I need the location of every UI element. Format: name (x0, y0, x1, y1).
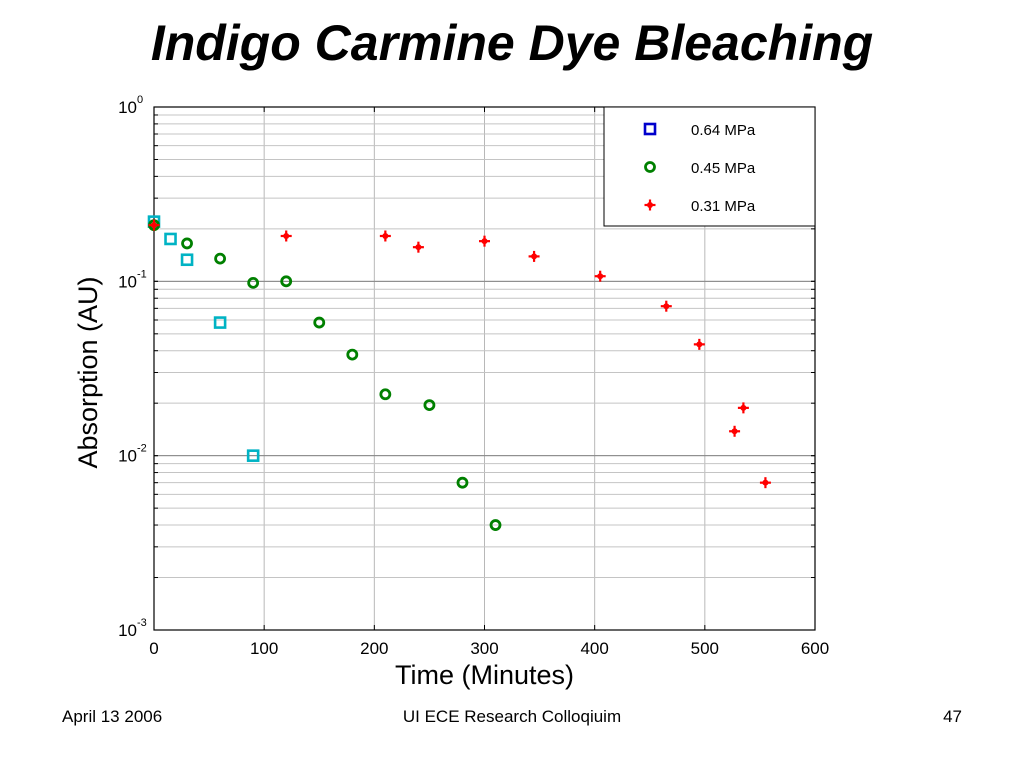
footer-title: UI ECE Research Colloqiuim (402, 707, 622, 726)
x-tick-label: 100 (250, 639, 278, 658)
y-tick-label: 10 (118, 447, 137, 466)
data-point (214, 252, 227, 265)
legend-box (603, 106, 816, 227)
data-point (423, 399, 436, 412)
y-tick-label: 10 (118, 98, 137, 117)
star-core (663, 303, 670, 310)
data-point (412, 241, 424, 253)
data-point (660, 300, 672, 312)
x-tick-label: 0 (149, 639, 158, 658)
data-point (164, 232, 177, 246)
x-tick-labels: 0 100 200 300 400 500 600 (149, 107, 829, 658)
data-point (247, 276, 260, 289)
legend-label: 0.45 MPa (691, 160, 756, 177)
legend-label: 0.64 MPa (691, 122, 756, 139)
y-tick-exponent: 0 (137, 94, 143, 106)
data-point (280, 275, 293, 288)
data-point (693, 338, 705, 350)
y-tick-exponent: -3 (137, 617, 147, 629)
slide-title: Indigo Carmine Dye Bleaching (150, 15, 874, 71)
data-point (280, 230, 292, 242)
data-point (246, 449, 260, 462)
data-point (759, 477, 771, 489)
star-core (531, 253, 538, 260)
star-core (762, 479, 769, 486)
legend-marker (643, 122, 657, 136)
x-axis-label: Time (Minutes) (395, 660, 574, 690)
legend-marker (644, 161, 656, 173)
data-point (379, 388, 392, 401)
legend-label: 0.31 MPa (691, 198, 756, 215)
data-point (594, 270, 606, 282)
data-point (213, 316, 227, 329)
footer-date: April 13 2006 (62, 707, 163, 726)
star-core (731, 428, 738, 435)
star-core (740, 404, 747, 411)
data-point (479, 235, 490, 247)
x-tick-label: 300 (470, 639, 498, 658)
data-point (181, 237, 193, 250)
data-point (313, 316, 326, 329)
x-tick-label: 500 (691, 639, 719, 658)
data-point (379, 230, 391, 242)
star-core (696, 341, 703, 348)
star-core (382, 232, 389, 239)
star-core (415, 244, 422, 251)
slide-number: 47 (943, 707, 962, 726)
data-point (346, 348, 359, 361)
y-axis-label: Absorption (AU) (73, 276, 103, 468)
data-point (456, 476, 469, 489)
data-points (147, 215, 771, 531)
x-tick-label: 600 (801, 639, 829, 658)
x-tick-label: 400 (580, 639, 608, 658)
y-tick-exponent: -2 (137, 443, 147, 455)
data-point (729, 425, 741, 437)
x-tick-label: 200 (360, 639, 388, 658)
data-point (489, 519, 502, 531)
data-point (737, 402, 749, 414)
data-point (180, 253, 194, 267)
star-core (283, 232, 290, 239)
star-core (597, 273, 604, 280)
star-core (647, 202, 653, 208)
data-point (148, 219, 160, 231)
y-tick-label: 10 (118, 621, 137, 640)
y-tick-exponent: -1 (137, 268, 147, 280)
legend-marker (644, 199, 656, 211)
legend: 0.64 MPa 0.45 MPa 0.31 MPa (603, 106, 816, 227)
data-point (528, 250, 540, 262)
star-core (481, 238, 488, 245)
y-tick-label: 10 (118, 272, 137, 291)
star-core (151, 222, 157, 229)
